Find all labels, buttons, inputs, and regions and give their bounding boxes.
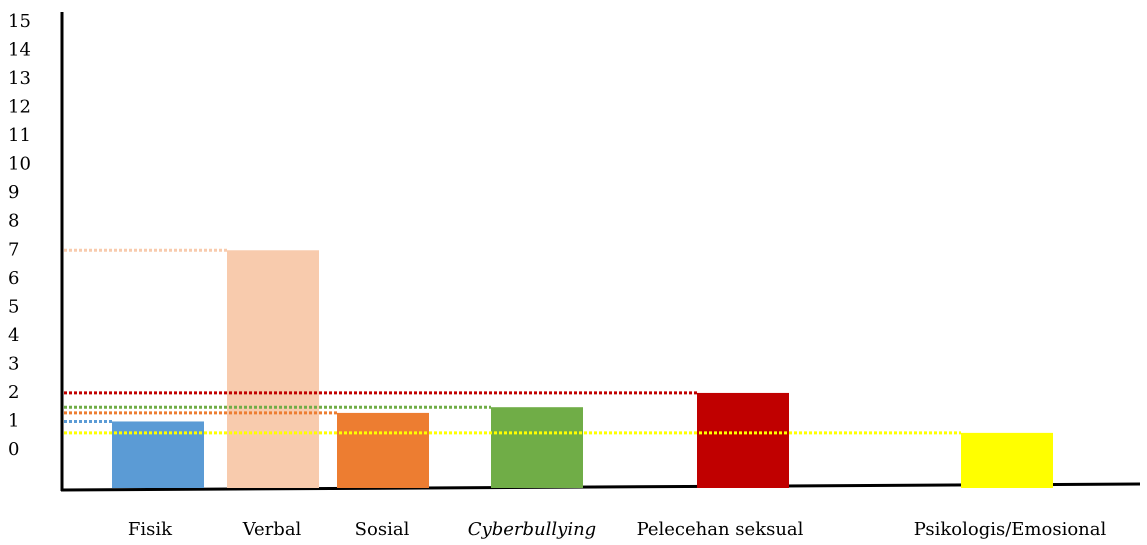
y-tick-label: 10: [8, 154, 31, 175]
y-tick-label: 13: [8, 68, 31, 89]
bar: [112, 421, 204, 488]
y-tick-label: 15: [8, 11, 31, 32]
bar: [491, 407, 583, 488]
x-tick-label: Sosial: [355, 519, 410, 540]
y-tick-label: 11: [8, 125, 31, 146]
y-tick-label: 1: [8, 410, 19, 431]
x-tick-label: Verbal: [242, 519, 302, 540]
y-tick-label: 8: [8, 211, 19, 232]
y-tick-label: 3: [8, 353, 19, 374]
y-tick-label: 5: [8, 296, 19, 317]
x-tick-label: Pelecehan seksual: [637, 519, 804, 540]
x-axis: [60, 482, 1141, 492]
y-tick-label: 6: [8, 268, 19, 289]
bar: [961, 432, 1053, 488]
x-tick-label: Cyberbullying: [468, 519, 596, 540]
y-tick-label: 4: [8, 325, 19, 346]
y-tick-label: 14: [8, 40, 31, 61]
bar: [337, 412, 429, 488]
y-tick-label: 0: [8, 439, 19, 460]
x-tick-label: Fisik: [128, 519, 173, 540]
y-tick-label: 7: [8, 239, 19, 260]
bar: [697, 392, 789, 488]
y-tick-label: 2: [8, 382, 19, 403]
y-tick-label: 9: [8, 182, 19, 203]
y-tick-label: 12: [8, 97, 31, 118]
x-tick-label: Psikologis/Emosional: [914, 519, 1107, 540]
bar: [227, 250, 319, 488]
